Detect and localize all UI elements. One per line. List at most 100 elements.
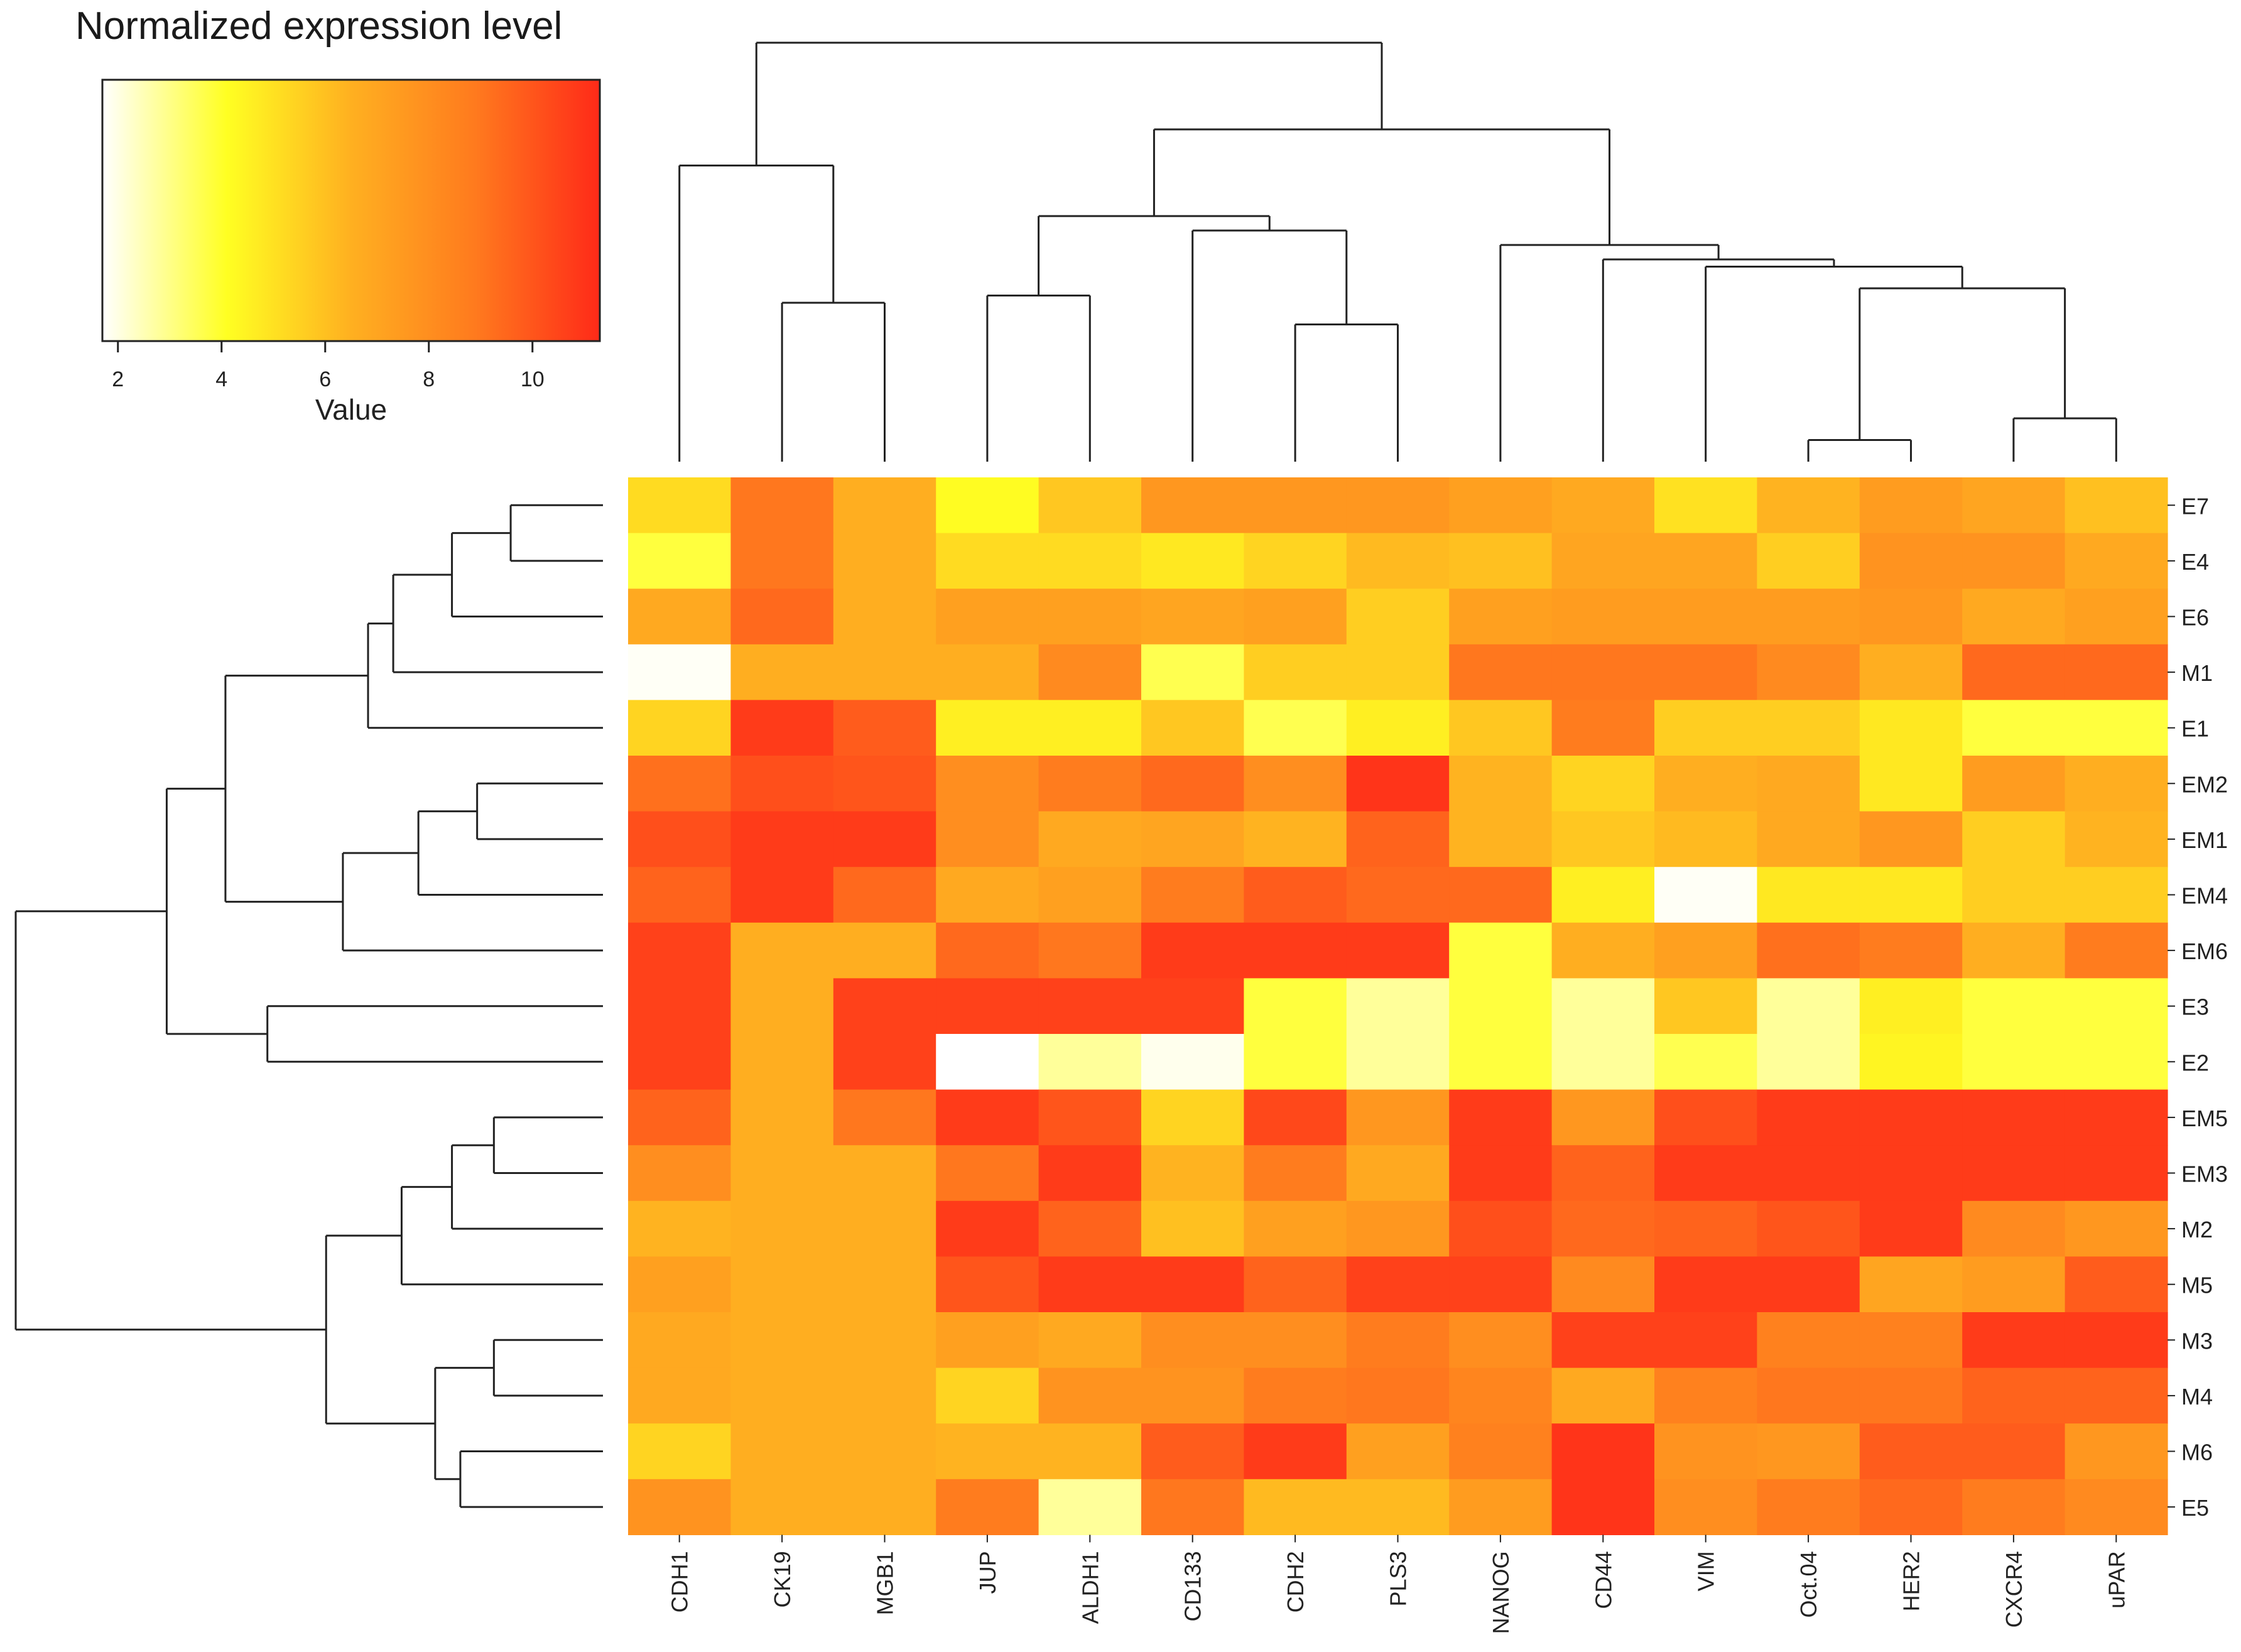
column-label: VIM	[1693, 1551, 1719, 1591]
heatmap-cell	[1962, 867, 2066, 923]
heatmap-cell	[628, 811, 731, 867]
heatmap-cell	[1346, 1479, 1450, 1535]
heatmap-cell	[1346, 1200, 1450, 1257]
heatmap-cell	[833, 811, 936, 867]
row-label: M6	[2181, 1440, 2213, 1465]
heatmap-cell	[730, 922, 834, 979]
heatmap-cell	[1244, 477, 1347, 534]
heatmap-cell	[1346, 978, 1450, 1035]
heatmap-cell	[1551, 533, 1655, 589]
heatmap-cell	[1141, 1479, 1244, 1535]
heatmap-cell	[1346, 589, 1450, 645]
heatmap-cell	[1962, 589, 2066, 645]
heatmap-cell	[1346, 533, 1450, 589]
color-key-tick-label: 6	[319, 367, 331, 391]
heatmap-cell	[1859, 589, 1963, 645]
column-label: CDH1	[667, 1551, 693, 1612]
heatmap-cell	[628, 1200, 731, 1257]
heatmap-cell	[1449, 922, 1553, 979]
heatmap-cell	[1244, 644, 1347, 700]
heatmap-cell	[1449, 1479, 1553, 1535]
heatmap-cell	[936, 756, 1039, 812]
heatmap-cell	[1449, 1145, 1553, 1202]
heatmap-cell	[628, 700, 731, 756]
heatmap-cell	[1551, 477, 1655, 534]
heatmap-cell	[833, 644, 936, 700]
heatmap-cell	[1962, 700, 2066, 756]
color-key-tick-label: 8	[423, 367, 435, 391]
heatmap-cell	[1859, 1089, 1963, 1146]
heatmap-cell	[1962, 1089, 2066, 1146]
heatmap-cell	[730, 1256, 834, 1313]
heatmap-cell	[1346, 644, 1450, 700]
color-key-tick-label: 2	[112, 367, 124, 391]
column-label: JUP	[975, 1551, 1001, 1594]
heatmap-cell	[1551, 1145, 1655, 1202]
heatmap-cell	[1141, 1367, 1244, 1424]
heatmap-cell	[1757, 1423, 1860, 1480]
row-dendrogram	[14, 504, 603, 1508]
heatmap-cell	[1141, 589, 1244, 645]
heatmap-cell	[1449, 700, 1553, 756]
heatmap-cell	[833, 589, 936, 645]
heatmap-cell	[1244, 756, 1347, 812]
heatmap-cell	[1654, 589, 1757, 645]
heatmap-cell	[1038, 1479, 1142, 1535]
heatmap-cell	[1038, 1423, 1142, 1480]
row-label: EM1	[2181, 827, 2228, 853]
heatmap-cell	[1859, 477, 1963, 534]
heatmap-cell	[1962, 533, 2066, 589]
heatmap-cell	[1244, 811, 1347, 867]
heatmap-cell	[1141, 1145, 1244, 1202]
row-label: M3	[2181, 1328, 2213, 1354]
heatmap-cell	[2065, 644, 2168, 700]
column-label: uPAR	[2103, 1551, 2129, 1608]
heatmap-cell	[1654, 1034, 1757, 1090]
heatmap-cell	[2065, 477, 2168, 534]
heatmap-cell	[1141, 1256, 1244, 1313]
heatmap-cell	[1962, 644, 2066, 700]
heatmap-cell	[1551, 1200, 1655, 1257]
heatmap-cell	[1859, 922, 1963, 979]
heatmap-cell	[1244, 533, 1347, 589]
heatmap-cell	[1654, 1200, 1757, 1257]
heatmap-cell	[833, 1145, 936, 1202]
color-key-ticks: 2 4 6 8 10	[112, 341, 545, 391]
heatmap-cell	[2065, 811, 2168, 867]
heatmap-cell	[628, 533, 731, 589]
heatmap-cell	[1757, 1145, 1860, 1202]
heatmap-cell	[1449, 1089, 1553, 1146]
heatmap-cell	[936, 533, 1039, 589]
heatmap-cell	[1244, 1145, 1347, 1202]
heatmap-cell	[1859, 1367, 1963, 1424]
heatmap-cell	[833, 1312, 936, 1369]
heatmap-cell	[1962, 1479, 2066, 1535]
heatmap-cell	[1244, 1367, 1347, 1424]
heatmap-cell	[1859, 867, 1963, 923]
heatmap-cell	[1757, 1479, 1860, 1535]
heatmap-cell	[1141, 978, 1244, 1035]
heatmap-cell	[1244, 978, 1347, 1035]
column-label: CD44	[1590, 1551, 1616, 1609]
heatmap-cell	[936, 477, 1039, 534]
heatmap-cell	[730, 978, 834, 1035]
heatmap-cell	[936, 1034, 1039, 1090]
heatmap-cell	[628, 1256, 731, 1313]
heatmap-cell	[1141, 533, 1244, 589]
column-label: NANOG	[1488, 1551, 1514, 1634]
color-key-tick-label: 10	[521, 367, 545, 391]
heatmap-cell	[1654, 644, 1757, 700]
heatmap-cell	[628, 756, 731, 812]
heatmap-cell	[1654, 700, 1757, 756]
row-label: M2	[2181, 1217, 2213, 1242]
heatmap-cell	[1551, 1089, 1655, 1146]
heatmap-cell	[1757, 1089, 1860, 1146]
heatmap-cell	[1654, 1312, 1757, 1369]
heatmap-cell	[1038, 756, 1142, 812]
heatmap-cell	[1551, 589, 1655, 645]
heatmap-cell	[2065, 1256, 2168, 1313]
heatmap-cell	[2065, 533, 2168, 589]
row-label: E7	[2181, 493, 2209, 519]
heatmap-cell	[1859, 1034, 1963, 1090]
